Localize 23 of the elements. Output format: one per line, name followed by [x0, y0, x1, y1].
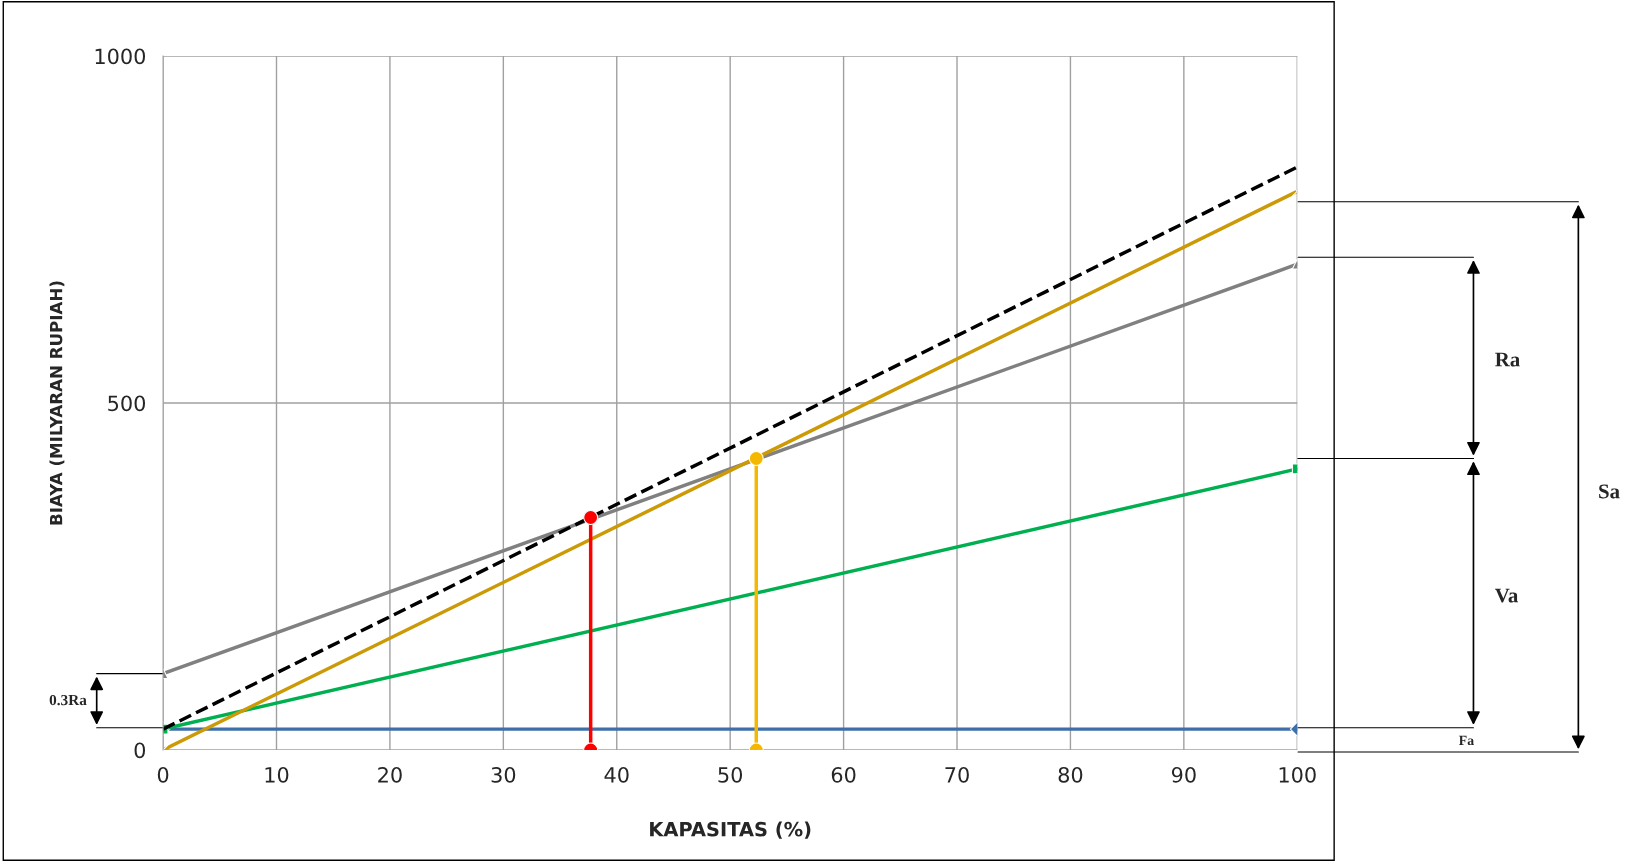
y-tick-label: 1000	[95, 48, 146, 65]
x-tick-label: 10	[265, 766, 289, 783]
x-tick-label: 30	[491, 766, 516, 783]
x-tick-label: 50	[718, 766, 743, 783]
y-tick-label: 500	[108, 395, 146, 412]
text: 0.3Ra	[49, 694, 87, 706]
point	[583, 510, 599, 525]
text: Ra	[1495, 352, 1520, 367]
x-tick-label: 100	[1279, 766, 1316, 783]
text: Sa	[1599, 484, 1620, 499]
x-tick-label: 20	[378, 766, 402, 783]
x-tick-label: 80	[1058, 766, 1083, 783]
x-tick-label: 40	[604, 766, 629, 783]
y-tick-label: 0	[134, 742, 146, 759]
text: Fa	[1458, 735, 1474, 746]
x-tick-label: 90	[1171, 766, 1196, 783]
x-tick-label: 70	[945, 766, 969, 783]
x-tick-label: 60	[831, 766, 856, 783]
y-axis-title: BIAYA (MILYARAN RUPIAH)	[49, 281, 65, 525]
text: Va	[1495, 588, 1519, 603]
point	[748, 451, 764, 466]
x-axis-title: KAPASITAS (%)	[650, 821, 811, 839]
x-tick-label: 0	[157, 766, 169, 783]
